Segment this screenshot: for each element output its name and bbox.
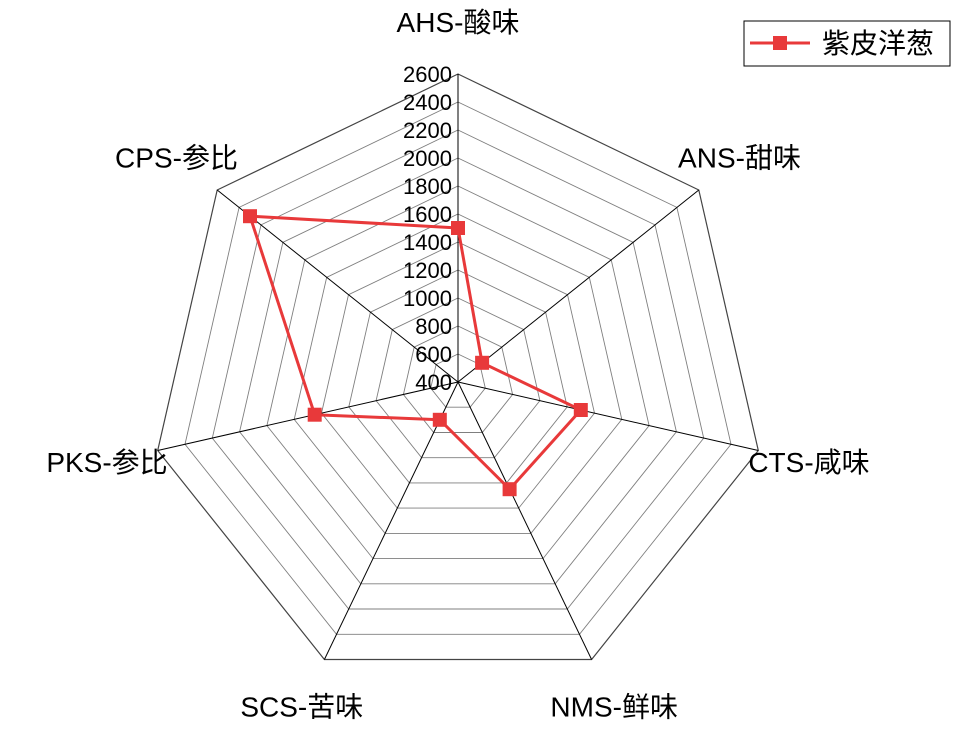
axis-layer [157,74,759,660]
axis-spoke [457,381,759,451]
data-point-marker [432,412,447,427]
grid-ring [402,325,514,433]
axis-labels: AHS-酸味 ANS-甜味 CTS-咸味 NMS-鲜味 SCS-苦味 PKS-参比 CPS-… [46,7,869,722]
grid-ring [184,101,732,635]
axis-label: AHS-酸味 [397,7,520,38]
tick-label: 1000 [403,286,452,311]
tick-label: 1200 [403,258,452,283]
grid-ring [321,241,595,509]
grid-ring [239,157,677,585]
grid-ring [348,269,568,484]
axis-label: ANS-甜味 [678,143,801,174]
series-layer [243,209,588,497]
legend-label: 紫皮洋葱 [822,28,934,59]
tick-label: 400 [415,370,452,395]
axis-spoke [457,381,593,660]
data-point-marker [573,403,588,417]
axis-label: SCS-苦味 [240,691,363,722]
data-point-marker [502,482,517,497]
tick-label: 1400 [403,230,452,255]
grid-ring [157,73,759,661]
data-point-marker [307,407,322,422]
legend: 紫皮洋葱 [743,20,951,67]
axis-label: CTS-咸味 [748,447,869,478]
tick-label: 2400 [403,90,452,115]
axis-spoke [216,189,459,383]
tick-label: 2600 [403,62,452,87]
axis-spoke [323,381,459,660]
tick-label: 2200 [403,118,452,143]
axis-label: CPS-参比 [115,143,238,174]
grid-layer [157,73,759,661]
axis-label: NMS-鲜味 [550,691,678,722]
tick-label: 1800 [403,174,452,199]
tick-label: 1600 [403,202,452,227]
series-line [248,214,583,491]
axis-label: PKS-参比 [46,447,167,478]
tick-label: 800 [415,314,452,339]
grid-ring [375,297,541,459]
tick-label: 600 [415,342,452,367]
axis-spoke [457,189,700,383]
tick-label: 2000 [403,146,452,171]
data-point-marker [243,209,257,224]
tick-labels: 400 600 800 1000 1200 1400 1600 1800 2000 2200 240… [403,62,452,395]
legend-marker-swatch [773,36,787,50]
grid-ring [266,185,650,560]
data-point-marker [451,221,465,235]
data-point-marker [475,355,490,370]
grid-ring [211,129,705,610]
grid-ring [293,213,623,534]
